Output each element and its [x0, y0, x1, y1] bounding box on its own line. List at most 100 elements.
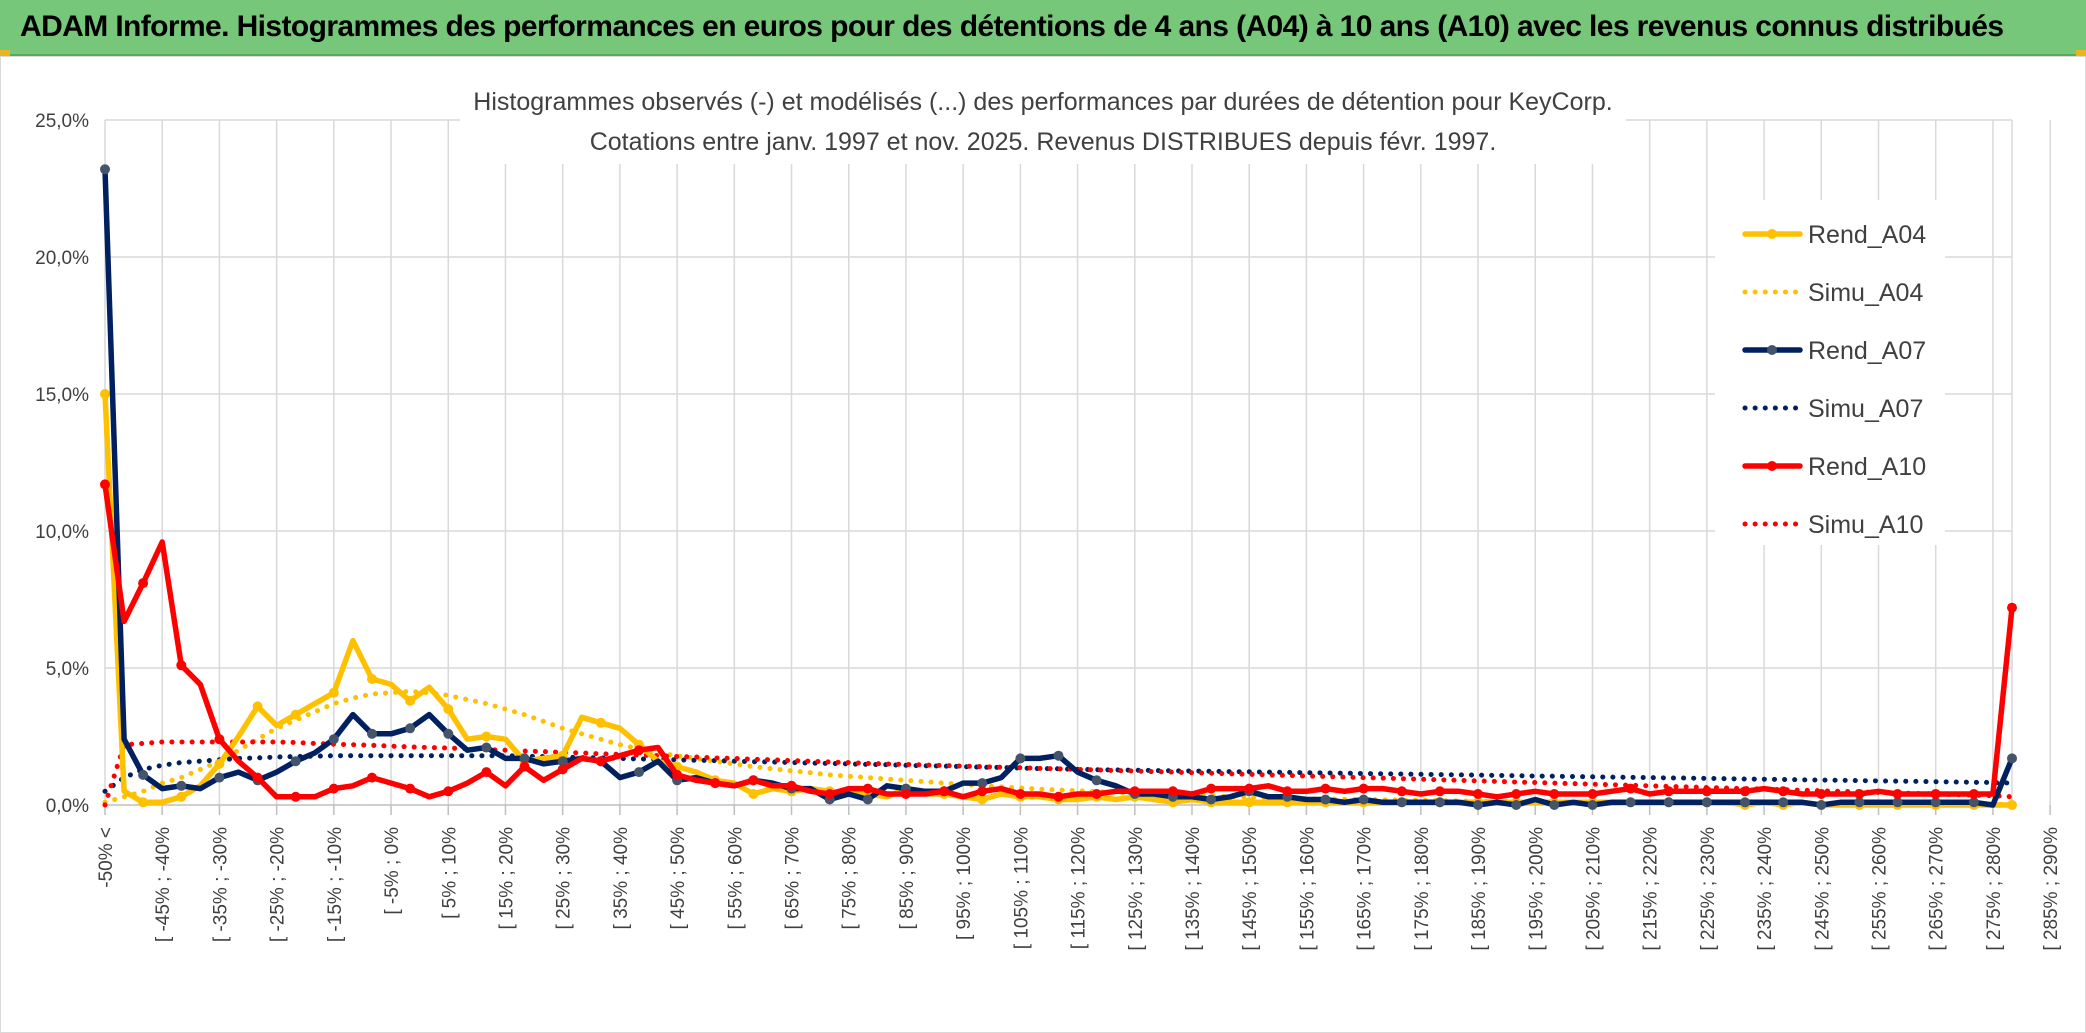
data-point: [100, 389, 110, 399]
x-tick-label: [ 205% ; 210%: [1583, 827, 1604, 951]
corner-marker: [2076, 50, 2086, 56]
data-point: [557, 764, 568, 775]
page-title: ADAM Informe. Histogrammes des performan…: [20, 10, 2004, 43]
data-point: [977, 786, 988, 797]
data-point: [1206, 794, 1217, 805]
x-tick-label: [ 55% ; 60%: [725, 827, 746, 930]
data-point: [1129, 786, 1140, 797]
data-point: [367, 728, 377, 739]
x-tick-label: [ 45% ; 50%: [668, 827, 689, 930]
data-point: [824, 789, 835, 799]
data-point: [1740, 786, 1750, 797]
data-point: [748, 775, 759, 786]
data-point: [1358, 783, 1369, 794]
data-point: [328, 734, 339, 745]
x-tick-label: [ 125% ; 130%: [1126, 827, 1147, 951]
data-point: [557, 756, 568, 767]
data-point: [1167, 786, 1178, 797]
data-point: [1854, 789, 1865, 799]
x-tick-label: [ 165% ; 170%: [1355, 827, 1376, 951]
data-point: [939, 786, 950, 797]
chart-title: Histogrammes observés (-) et modélisés (…: [473, 88, 1612, 116]
data-point: [367, 674, 377, 684]
data-point: [1663, 797, 1674, 808]
data-point: [1206, 783, 1217, 794]
data-point: [405, 783, 416, 794]
data-point: [214, 758, 225, 769]
data-point: [1816, 789, 1827, 799]
data-point: [1854, 797, 1865, 808]
data-point: [1892, 797, 1903, 808]
data-point: [252, 772, 263, 783]
data-point: [1053, 791, 1064, 802]
legend-marker: [1767, 345, 1777, 355]
data-point: [519, 761, 530, 772]
x-tick-label: [ 235% ; 240%: [1755, 827, 1776, 951]
x-tick-label: [ 75% ; 80%: [840, 827, 861, 930]
data-point: [1549, 800, 1560, 810]
data-point: [900, 789, 911, 799]
x-tick-label: [ 105% ; 110%: [1011, 827, 1032, 949]
data-point: [481, 742, 492, 753]
data-point: [176, 660, 187, 671]
header-banner: ADAM Informe. Histogrammes des performan…: [0, 0, 2086, 56]
x-tick-label: [ 85% ; 90%: [897, 827, 918, 930]
legend-background: [1715, 200, 1945, 545]
data-point: [481, 731, 492, 742]
data-point: [290, 756, 301, 767]
grid-lines: [104, 119, 2051, 805]
y-tick-label: 5,0%: [46, 659, 89, 680]
x-tick-label: [ -45% ; -40%: [153, 827, 174, 942]
legend-label: Rend_A10: [1808, 453, 1926, 481]
data-point: [862, 794, 873, 805]
data-point: [1244, 783, 1255, 794]
x-tick-label: [ 115% ; 120%: [1069, 827, 1090, 949]
legend-marker: [1767, 229, 1777, 239]
legend: Rend_A04 Simu_A04 Rend_A07 Simu_A07 Rend_A10…: [1742, 221, 1926, 539]
data-point: [748, 789, 759, 799]
legend-marker: [1767, 461, 1777, 471]
data-point: [328, 687, 339, 698]
data-point: [367, 772, 377, 783]
data-point: [2007, 602, 2017, 613]
data-point: [405, 723, 416, 734]
data-point: [214, 734, 225, 745]
data-point: [138, 578, 149, 589]
x-axis-ticks: -50% < [ -45% ; -40% [ -35% ; -30% [ -25% ;…: [96, 805, 2062, 951]
data-point: [481, 767, 492, 778]
data-point: [1320, 783, 1331, 794]
data-point: [1053, 750, 1064, 761]
data-point: [252, 701, 263, 712]
data-point: [634, 767, 644, 778]
data-point: [176, 780, 187, 791]
series-group: [100, 164, 2017, 810]
y-tick-label: 10,0%: [35, 522, 89, 543]
data-point: [1778, 797, 1789, 808]
x-tick-label: [ 175% ; 180%: [1412, 827, 1433, 951]
data-point: [1778, 786, 1789, 797]
data-point: [1740, 797, 1750, 808]
chart-subtitle: Cotations entre janv. 1997 et nov. 2025.…: [590, 128, 1497, 156]
data-point: [1473, 800, 1483, 810]
data-point: [1968, 789, 1979, 799]
data-point: [138, 769, 149, 780]
corner-marker: [0, 50, 10, 56]
x-tick-label: -50% <: [96, 827, 117, 888]
data-point: [1473, 789, 1483, 799]
data-point: [634, 745, 644, 756]
x-tick-label: [ 35% ; 40%: [611, 827, 632, 930]
legend-label: Rend_A04: [1808, 221, 1926, 249]
x-tick-label: [ 195% ; 200%: [1526, 827, 1547, 951]
data-point: [1396, 786, 1407, 797]
data-point: [1930, 797, 1941, 808]
data-point: [1511, 789, 1522, 799]
data-point: [1091, 789, 1102, 799]
data-point: [595, 756, 606, 767]
data-point: [214, 772, 225, 783]
data-point: [1511, 800, 1522, 810]
x-tick-label: [ -5% ; 0%: [382, 827, 403, 915]
x-tick-label: [ 155% ; 160%: [1297, 827, 1318, 951]
data-point: [100, 164, 110, 175]
data-point: [1244, 797, 1255, 808]
